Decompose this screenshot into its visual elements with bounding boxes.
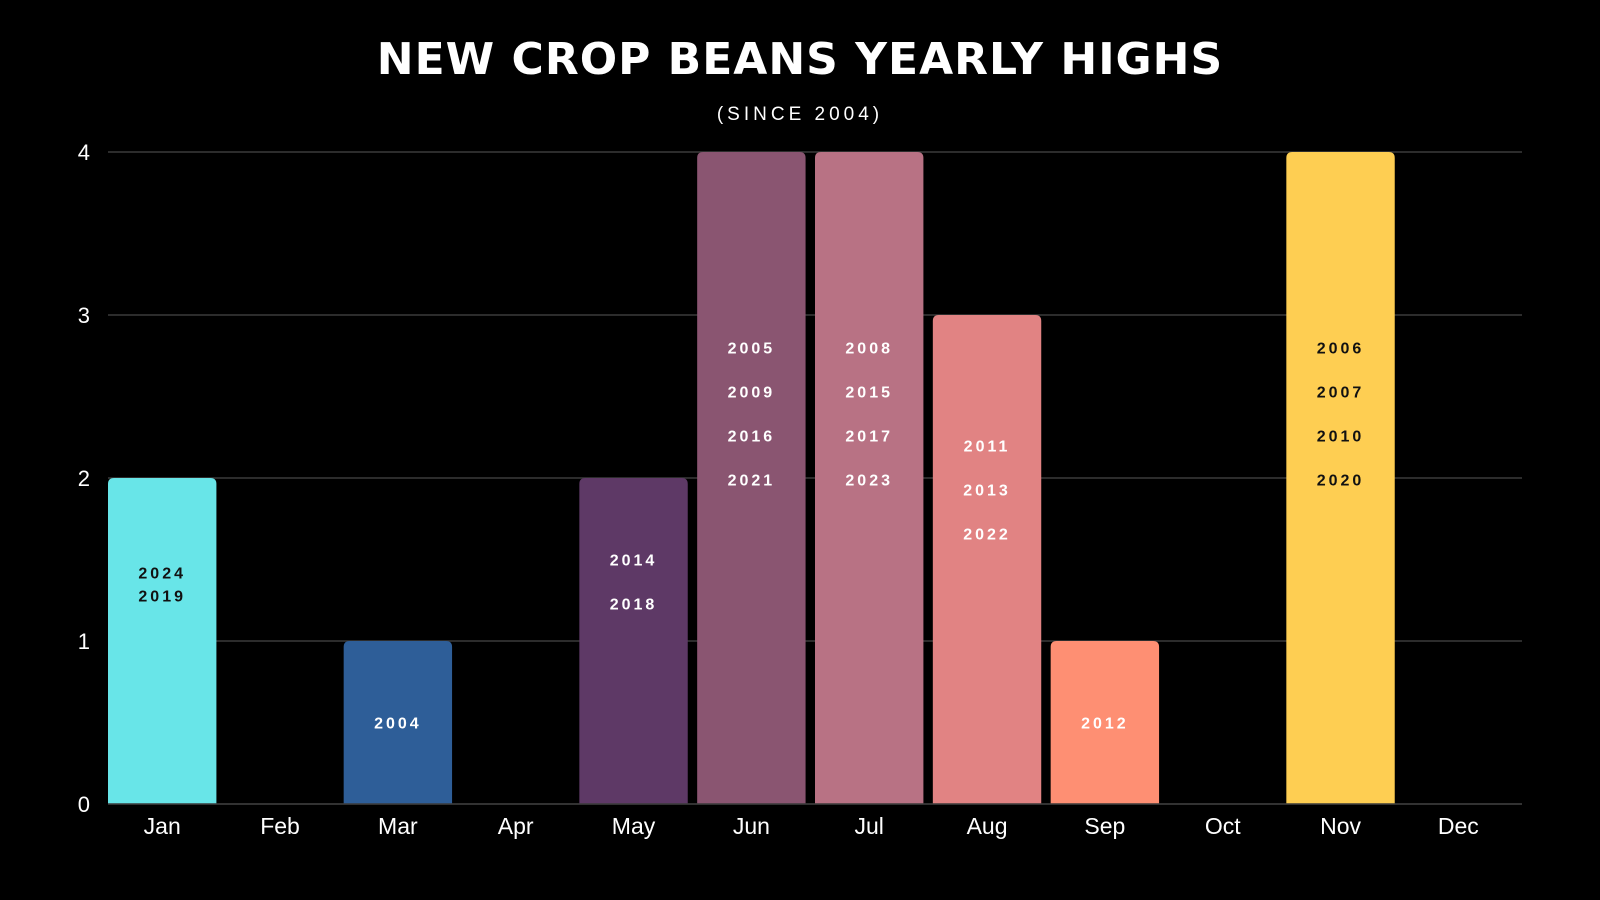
data-label: 2023: [845, 473, 893, 490]
data-label: 2009: [728, 385, 776, 402]
bar-aug: [932, 315, 1042, 804]
data-label: 2020: [1317, 473, 1365, 490]
data-label: 2008: [845, 341, 893, 358]
data-label: 2014: [610, 553, 658, 570]
x-tick-label: Oct: [1205, 813, 1241, 839]
data-label: 2015: [845, 385, 893, 402]
data-label: 2013: [963, 482, 1011, 499]
y-tick-label: 2: [78, 466, 90, 491]
x-tick-label: Jun: [733, 813, 770, 839]
x-tick-label: Feb: [260, 813, 300, 839]
data-label: 2017: [845, 429, 893, 446]
x-tick-label: Jul: [855, 813, 884, 839]
data-label: 2019: [138, 589, 186, 606]
y-tick-label: 1: [78, 629, 90, 654]
data-label: 2005: [728, 341, 776, 358]
bar-mar: [343, 641, 453, 804]
data-label: 2010: [1317, 429, 1365, 446]
x-tick-label: Jan: [144, 813, 181, 839]
chart-title: NEW CROP BEANS YEARLY HIGHS: [376, 34, 1224, 85]
bar-nov: [1286, 152, 1395, 804]
x-tick-label: Dec: [1438, 813, 1479, 839]
x-tick-label: Aug: [967, 813, 1008, 839]
data-label: 2007: [1317, 385, 1365, 402]
y-tick-label: 3: [78, 303, 90, 328]
x-tick-label: May: [612, 813, 656, 839]
bar-jan: [108, 478, 217, 804]
chart-subtitle: (SINCE 2004): [716, 104, 884, 125]
y-tick-label: 4: [78, 140, 90, 165]
bar-jul: [815, 152, 924, 804]
data-label: 2012: [1081, 716, 1129, 733]
x-tick-label: Sep: [1084, 813, 1125, 839]
x-tick-label: Apr: [498, 813, 534, 839]
x-tick-label: Nov: [1320, 813, 1361, 839]
data-label: 2011: [964, 438, 1011, 455]
data-label: 2004: [374, 716, 422, 733]
data-label: 2016: [728, 429, 776, 446]
bar-may: [579, 478, 688, 804]
y-tick-label: 0: [78, 792, 90, 817]
data-label: 2021: [728, 473, 776, 490]
data-label: 2018: [610, 597, 658, 614]
data-label: 2006: [1317, 341, 1365, 358]
bar-jun: [697, 152, 806, 804]
data-label: 2024: [138, 566, 186, 583]
bar-sep: [1050, 641, 1160, 804]
data-label: 2022: [963, 526, 1011, 543]
x-tick-label: Mar: [378, 813, 418, 839]
